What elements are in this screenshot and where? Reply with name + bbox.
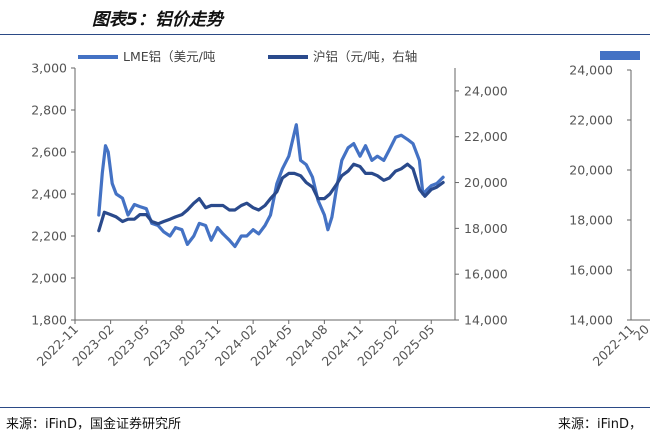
right-chart-tick-label: 14,000 [569, 313, 613, 328]
right-tick-label: 18,000 [464, 221, 508, 236]
right-chart-x-tick-label: 20 [630, 321, 650, 343]
right-chart-tick-label: 16,000 [569, 263, 613, 278]
right-tick-label: 24,000 [464, 83, 508, 98]
right-chart-legend-swatch [600, 51, 640, 60]
source-note: 来源：iFinD，国金证券研究所 [6, 417, 182, 432]
right-tick-label: 22,000 [464, 129, 508, 144]
right-tick-label: 16,000 [464, 267, 508, 282]
right-tick-label: 20,000 [464, 175, 508, 190]
legend-label: 沪铝（元/吨，右轴 [313, 49, 417, 64]
right-chart-tick-label: 20,000 [569, 163, 613, 178]
source-note-right: 来源：iFinD， [558, 417, 643, 432]
right-chart-tick-label: 24,000 [569, 63, 613, 78]
left-tick-label: 2,800 [31, 103, 67, 118]
right-chart-tick-label: 18,000 [569, 213, 613, 228]
left-tick-label: 3,000 [31, 61, 67, 76]
right-chart-tick-label: 22,000 [569, 113, 613, 128]
left-tick-label: 2,600 [31, 145, 67, 160]
footer-divider [0, 407, 650, 408]
right-chart-x-tick-label: 2022-11 [590, 322, 638, 370]
left-tick-label: 2,400 [31, 187, 67, 202]
legend-label: LME铝（美元/吨 [123, 49, 216, 64]
page-title: 图表5：铝价走势 [92, 10, 223, 30]
header-divider [0, 34, 650, 35]
right-tick-label: 14,000 [464, 313, 508, 328]
left-tick-label: 2,200 [31, 229, 67, 244]
left-tick-label: 1,800 [31, 313, 67, 328]
shfe-series-line [97, 162, 445, 233]
left-tick-label: 2,000 [31, 271, 67, 286]
